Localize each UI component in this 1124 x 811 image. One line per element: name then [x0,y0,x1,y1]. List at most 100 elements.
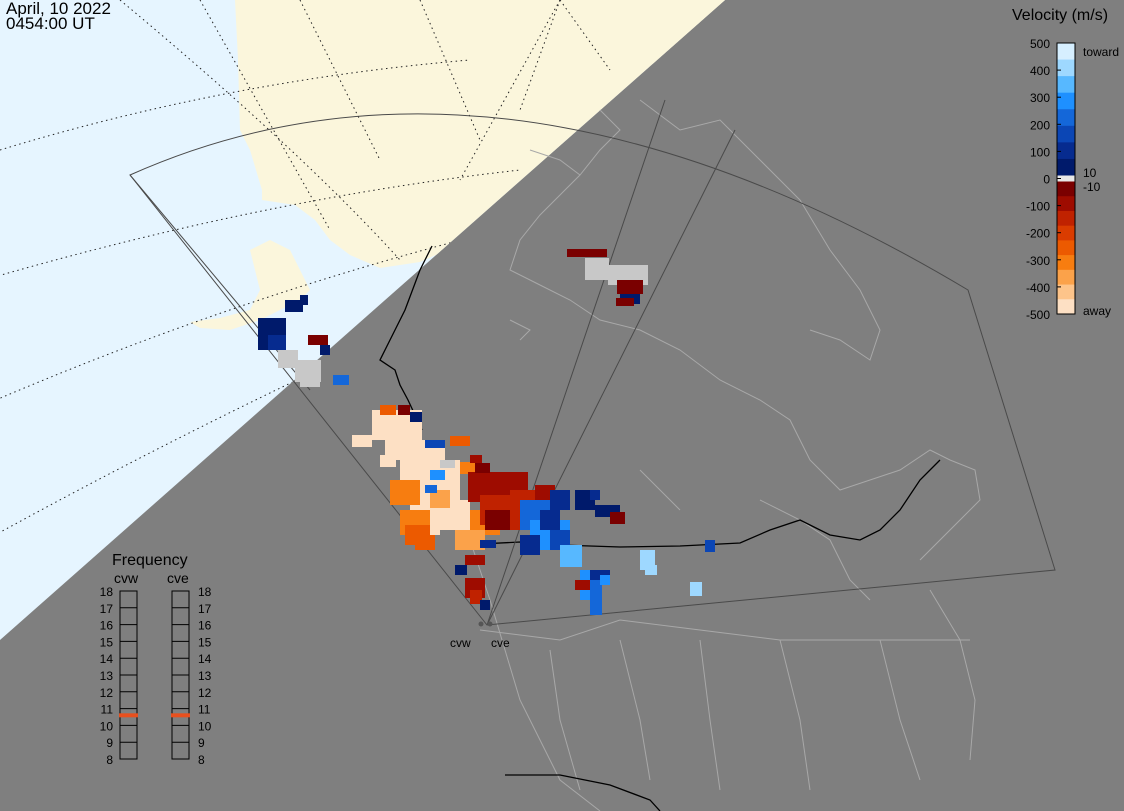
alaska-peninsula [190,240,310,330]
frequency-marker-cve [171,713,190,718]
velocity-tick-label: 0 [1043,173,1050,187]
scatter-cell [567,249,607,257]
scatter-cell [600,575,610,585]
scatter-cell [380,405,396,415]
scatter-cell [575,580,590,590]
scatter-cell [300,375,320,387]
frequency-tick-label: 17 [198,602,212,616]
frequency-panel: Frequency cvw cve 18 17 16 15 14 13 12 11 10 9 8 18… [100,552,212,767]
scatter-cell [560,545,582,567]
velocity-tick-label: 500 [1030,37,1050,51]
scatter-cell [540,510,560,530]
velocity-tick-label: -200 [1026,227,1050,241]
frequency-tick-label: 10 [100,719,114,733]
velocity-tick-label: -500 [1026,308,1050,322]
velocity-tick-label: 100 [1030,145,1050,159]
scatter-cell [415,535,435,550]
velocity-colorbar-toward-band [1057,43,1075,61]
scatter-cell [480,600,490,610]
radar-sites: cvw cve [450,621,510,650]
velocity-colorbar-toward-band [1057,59,1075,77]
scatter-cell [470,455,482,463]
velocity-colorbar-toward-band [1057,142,1075,160]
velocity-colorbar-away-band [1057,284,1075,300]
scatter-cell [450,436,470,446]
velocity-colorbar-toward-band [1057,158,1075,176]
radar-label-cve: cve [491,636,510,650]
scatter-cell [617,280,643,294]
velocity-tick-label: 200 [1030,118,1050,132]
radar-label-cvw: cvw [450,636,471,650]
velocity-colorbar: Velocity (m/s) 500 400 300 200 100 0 -100 -200 -… [1012,7,1119,322]
radar-site-cve [487,621,493,627]
scatter-cell [610,512,625,524]
frequency-title: Frequency [112,552,188,569]
velocity-colorbar-zero-band [1057,175,1075,182]
scatter-cell [585,258,609,280]
frequency-label-cve: cve [167,570,189,586]
velocity-colorbar-away-band [1057,255,1075,271]
velocity-scatter-cells [258,249,715,615]
frequency-tick-label: 11 [198,703,211,717]
velocity-colorbar-toward-band [1057,76,1075,94]
velocity-tick-label: -300 [1026,254,1050,268]
scatter-cell [616,298,634,306]
velocity-away-label: away [1083,304,1111,318]
scatter-cell [430,490,450,508]
velocity-colorbar-away-band [1057,225,1075,241]
scatter-cell [430,470,445,480]
scatter-cell [455,530,485,550]
scatter-cell [380,455,396,467]
scatter-cell [398,405,410,415]
velocity-toward-label: toward [1083,45,1119,59]
velocity-tick-label: 400 [1030,64,1050,78]
coastline-outlines [469,99,981,811]
scatter-cell [425,440,445,448]
scatter-cell [485,510,515,530]
frequency-tick-label: 17 [100,602,114,616]
radar-site-cvw [478,621,484,627]
frequency-tick-label: 12 [100,686,114,700]
scatter-cell [390,480,420,505]
frequency-tick-label: 8 [106,753,113,767]
velocity-threshold-pos: 10 [1083,166,1097,180]
frequency-tick-label: 16 [198,619,212,633]
scatter-cell [470,590,482,604]
velocity-colorbar-away-band [1057,181,1075,197]
greenland-edge [640,0,725,80]
scatter-cell [320,345,330,355]
velocity-colorbar-away-band [1057,240,1075,256]
velocity-colorbar-toward-band [1057,109,1075,127]
velocity-tick-label: -400 [1026,281,1050,295]
velocity-threshold-neg: -10 [1083,180,1101,194]
frequency-tick-label: 18 [100,585,114,599]
scatter-cell [550,490,570,510]
scatter-cell [440,460,455,468]
scatter-cell [465,555,485,565]
scatter-cell [285,300,303,312]
scatter-cell [455,565,467,575]
scatter-cell [333,375,349,385]
velocity-colorbar-toward-band [1057,92,1075,110]
scatter-cell [308,335,328,345]
frequency-marker-cvw [119,713,138,718]
velocity-tick-label: 300 [1030,91,1050,105]
velocity-scale-title: Velocity (m/s) [1012,7,1108,24]
scatter-cell [268,335,286,350]
time-label: 0454:00 UT [6,14,95,33]
velocity-colorbar-away-band [1057,269,1075,286]
frequency-tick-label: 16 [100,619,114,633]
scatter-cell [300,295,308,305]
frequency-tick-label: 9 [198,736,205,750]
scatter-cell [590,490,600,500]
date-label: April, 10 2022 [6,0,111,18]
velocity-colorbar-away-band [1057,210,1075,227]
scatter-cell [690,582,702,596]
frequency-tick-label: 18 [198,585,212,599]
frequency-tick-label: 13 [100,669,114,683]
velocity-colorbar-away-band [1057,196,1075,212]
frequency-tick-label: 8 [198,753,205,767]
frequency-tick-label: 15 [198,635,212,649]
